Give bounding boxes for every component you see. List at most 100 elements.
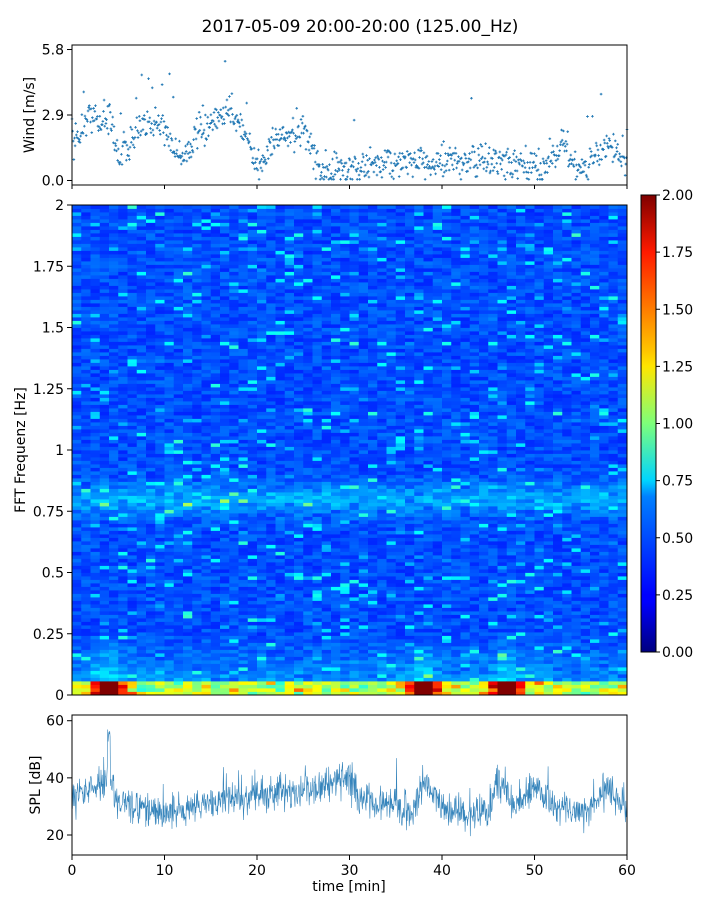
spectrogram-cell: [192, 607, 202, 612]
spectrogram-cell: [183, 408, 193, 412]
spectrogram-cell: [155, 597, 165, 601]
spectrogram-cell: [155, 208, 165, 213]
spectrogram-cell: [303, 443, 313, 447]
spectrogram-cell: [238, 604, 249, 608]
spectrogram-cell: [229, 614, 239, 619]
wind-point: [569, 153, 573, 157]
spectrogram-cell: [90, 418, 101, 423]
wind-point: [542, 162, 546, 165]
spectrogram-cell: [183, 282, 193, 286]
wind-point: [186, 142, 189, 146]
spectrogram-cell: [183, 236, 193, 241]
wind-point: [360, 170, 363, 173]
wind-point: [139, 129, 143, 133]
spectrogram-cell: [340, 677, 350, 682]
spectrogram-cell: [136, 457, 147, 461]
spectrogram-cell: [118, 366, 128, 370]
spectrogram-cell: [266, 464, 276, 468]
spectrogram-cell: [72, 625, 82, 629]
spectrogram-cell: [127, 534, 138, 538]
spectrogram-cell: [81, 233, 91, 237]
wind-point: [399, 158, 402, 162]
spectrogram-cell: [303, 422, 313, 426]
spectrogram-cell: [127, 282, 138, 286]
wind-point: [183, 152, 187, 156]
spectrogram-cell: [72, 261, 82, 265]
spectrogram-cell: [284, 485, 295, 489]
spectrogram-cell: [72, 334, 82, 339]
spectrogram-cell: [146, 481, 156, 486]
wind-point: [83, 114, 87, 118]
spectrogram-cell: [220, 436, 230, 440]
spectrogram-cell: [183, 558, 193, 563]
spectrogram-cell: [72, 614, 82, 619]
spectrogram-cell: [284, 513, 295, 517]
wind-point: [191, 149, 194, 152]
wind-point: [246, 138, 250, 142]
spectrogram-cell: [220, 226, 230, 230]
spectrogram-cell: [303, 285, 313, 290]
spectrogram-cell: [127, 674, 138, 678]
wind-point: [293, 140, 297, 143]
spectrogram-cell: [109, 324, 119, 328]
wind-point: [268, 141, 272, 145]
wind-point: [347, 157, 351, 160]
spectrogram-cell: [183, 327, 193, 332]
spectrogram-cell: [238, 471, 249, 475]
spectrogram-cell: [220, 432, 230, 437]
spectrogram-cell: [118, 432, 128, 437]
spectrogram-cell: [275, 446, 286, 451]
spectrogram-cell: [127, 362, 138, 367]
spectrogram-cell: [109, 418, 119, 423]
spectrogram-cell: [183, 366, 193, 370]
spectrogram-cell: [164, 222, 175, 227]
spectrogram-cell: [303, 506, 313, 510]
spectrogram-cell: [331, 341, 341, 346]
spectrogram-cell: [146, 341, 156, 346]
spectrogram-cell: [321, 607, 332, 612]
spectrogram-cell: [303, 656, 313, 661]
wind-point: [355, 178, 359, 181]
wind-point: [596, 159, 599, 163]
wind-point: [374, 156, 378, 159]
spectrogram-cell: [284, 313, 295, 318]
spectrogram-cell: [331, 320, 341, 325]
spectrogram-cell: [99, 576, 110, 580]
spectrogram-cell: [127, 632, 138, 636]
spectrogram-cell: [312, 446, 323, 451]
wind-point: [243, 130, 247, 134]
spectrogram-cell: [247, 348, 258, 353]
spectrogram-cell: [136, 481, 147, 486]
wind-point: [534, 164, 537, 168]
spectrogram-cell: [229, 390, 239, 395]
spectrogram-cell: [164, 583, 175, 587]
spectrogram-cell: [247, 222, 258, 227]
wind-point: [149, 131, 153, 135]
spectrogram-cell: [146, 457, 156, 461]
spectrogram-cell: [127, 464, 138, 468]
spectrogram-cell: [294, 387, 304, 391]
spectrogram-cell: [99, 593, 110, 598]
spectrogram-cell: [136, 324, 147, 328]
spectrogram-cell: [294, 278, 304, 283]
spectrogram-cell: [257, 530, 267, 535]
spectrogram-cell: [266, 583, 276, 587]
spectrogram-cell: [266, 226, 276, 230]
wind-point: [409, 152, 412, 155]
spectrogram-cell: [173, 527, 184, 531]
spectrogram-cell: [284, 642, 295, 647]
spectrogram-cell: [164, 205, 175, 209]
spectrogram-cell: [238, 313, 249, 318]
spectrogram-cell: [109, 317, 119, 321]
spectrogram-cell: [192, 628, 202, 633]
spectrogram-cell: [118, 460, 128, 465]
spectrogram-cell: [81, 362, 91, 367]
spectrogram-cell: [247, 646, 258, 650]
spectrogram-cell: [312, 261, 323, 265]
spectrogram-cell: [118, 292, 128, 297]
wind-point: [433, 164, 437, 168]
wind-point: [108, 103, 111, 106]
spectrogram-cell: [99, 240, 110, 244]
spectrogram-cell: [136, 383, 147, 388]
spectrogram-cell: [210, 478, 221, 482]
